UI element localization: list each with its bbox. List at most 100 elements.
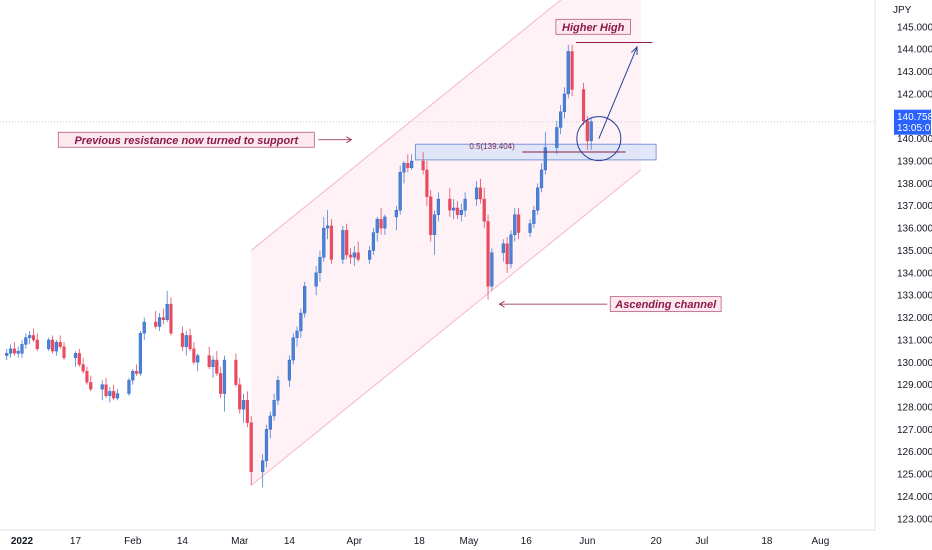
candle bbox=[509, 230, 513, 269]
candle bbox=[432, 210, 437, 255]
candle-body bbox=[368, 250, 372, 260]
candle-body bbox=[585, 120, 589, 142]
candle bbox=[295, 326, 299, 347]
candle bbox=[28, 330, 32, 345]
time-tick-label: Aug bbox=[811, 536, 829, 547]
candle-body bbox=[81, 364, 85, 372]
candle-body bbox=[192, 348, 196, 363]
candle bbox=[429, 190, 433, 242]
candle-body bbox=[234, 359, 238, 385]
candle-body bbox=[161, 317, 165, 320]
price-tick-label: 134.000 bbox=[897, 268, 932, 279]
price-tick-label: 127.000 bbox=[897, 425, 932, 436]
annotations: Higher High Previous resistance now turne… bbox=[57, 18, 722, 313]
candle bbox=[463, 192, 467, 217]
time-tick-label: May bbox=[459, 536, 478, 547]
candle-body bbox=[291, 337, 295, 361]
candle bbox=[329, 219, 334, 264]
candle-body bbox=[184, 335, 188, 347]
candle bbox=[356, 241, 360, 262]
candle bbox=[501, 239, 505, 262]
candle-body bbox=[528, 223, 532, 233]
candle bbox=[188, 328, 192, 352]
annotation-box bbox=[57, 131, 315, 148]
time-tick-label: 16 bbox=[521, 536, 533, 547]
candle bbox=[142, 317, 146, 340]
currency-label: JPY bbox=[893, 5, 912, 16]
time-tick-label: Feb bbox=[124, 536, 142, 547]
candle-body bbox=[318, 256, 322, 274]
time-axis[interactable]: 2022 17 Feb 14 Mar 14 Apr 18 May 16 Jun 20 Jul 18 Aug bbox=[0, 529, 932, 550]
candle-body bbox=[169, 303, 173, 334]
candle bbox=[478, 178, 482, 204]
candle-body bbox=[245, 400, 249, 423]
candle bbox=[85, 366, 89, 385]
candle bbox=[50, 335, 55, 354]
candle-body bbox=[264, 429, 269, 461]
candle-body bbox=[142, 321, 146, 334]
candle-body bbox=[463, 198, 467, 211]
candle-body bbox=[429, 196, 433, 236]
candle-body bbox=[112, 391, 116, 399]
candle bbox=[219, 366, 223, 399]
price-tick-label: 142.000 bbox=[897, 89, 932, 100]
price-tick-label: 135.000 bbox=[897, 246, 932, 257]
candle-body bbox=[329, 225, 334, 260]
candle-body bbox=[375, 218, 379, 233]
candle bbox=[299, 308, 303, 338]
price-tick-label: 123.000 bbox=[897, 514, 932, 525]
channel-lower-line bbox=[250, 169, 642, 486]
price-tick-label: 131.000 bbox=[897, 335, 932, 346]
price-tick-label: 145.000 bbox=[897, 22, 932, 33]
candle-body bbox=[581, 89, 586, 121]
price-tick-label: 130.000 bbox=[897, 358, 932, 369]
candle bbox=[192, 342, 196, 365]
time-tick-label: 17 bbox=[70, 536, 82, 547]
candle bbox=[318, 250, 322, 282]
candle-body bbox=[211, 359, 215, 367]
candle-body bbox=[543, 147, 547, 171]
highlight-circle bbox=[576, 116, 622, 162]
candle bbox=[562, 87, 567, 119]
candle-body bbox=[326, 225, 330, 229]
price-tick-label: 143.000 bbox=[897, 67, 932, 78]
candle bbox=[268, 411, 272, 439]
candle bbox=[276, 375, 280, 405]
candle-body bbox=[505, 243, 509, 265]
candle-body bbox=[249, 422, 253, 473]
candle bbox=[536, 183, 540, 215]
candle-body bbox=[188, 335, 192, 350]
candle bbox=[398, 165, 402, 215]
candle-body bbox=[455, 207, 460, 215]
last-price-countdown: 13:05:09 bbox=[897, 123, 932, 134]
candle bbox=[543, 131, 547, 175]
candle bbox=[368, 245, 372, 264]
candle bbox=[410, 154, 414, 170]
price-tick-label: 128.000 bbox=[897, 403, 932, 414]
candle-body bbox=[536, 187, 540, 211]
candle-body bbox=[104, 384, 108, 397]
time-tick-label: 18 bbox=[761, 536, 773, 547]
candle-body bbox=[482, 198, 486, 222]
price-axis[interactable]: JPY 123.000 124.000 125.000 126.000 127.000 12… bbox=[874, 0, 932, 550]
candle-body bbox=[154, 321, 158, 327]
candle bbox=[35, 333, 39, 352]
candle-body bbox=[12, 348, 16, 354]
annotation-text: Previous resistance now turned to suppor… bbox=[74, 135, 299, 147]
candle-body bbox=[28, 335, 32, 338]
candle bbox=[566, 44, 570, 99]
candle-body bbox=[73, 353, 78, 359]
candle bbox=[448, 187, 452, 217]
candle bbox=[20, 339, 24, 358]
candle bbox=[249, 415, 253, 486]
candle-body bbox=[566, 51, 570, 95]
time-tick-label: Jun bbox=[579, 536, 595, 547]
candle-body bbox=[478, 187, 482, 200]
candle bbox=[482, 187, 486, 229]
candle bbox=[455, 201, 460, 220]
annotation-1: Higher High bbox=[555, 18, 631, 35]
candle bbox=[436, 192, 440, 222]
candle bbox=[425, 161, 429, 206]
time-tick-label: 20 bbox=[651, 536, 663, 547]
